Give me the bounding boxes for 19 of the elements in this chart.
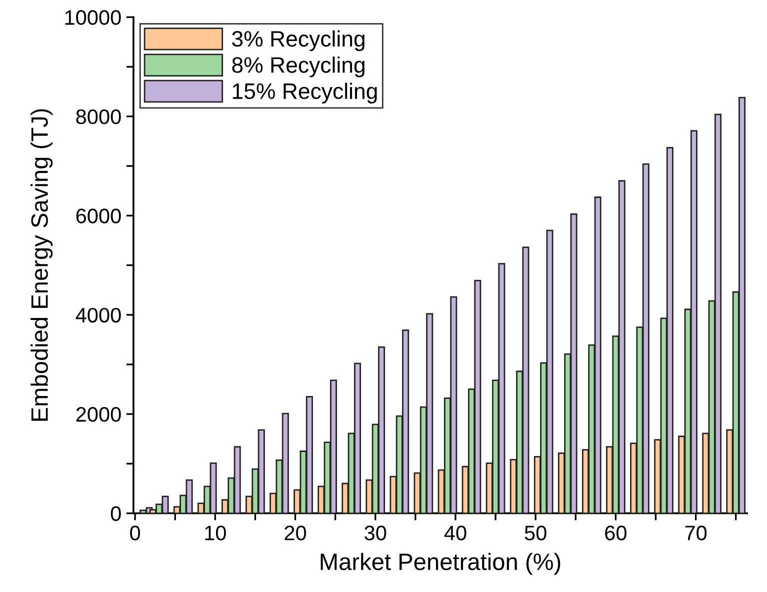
x-tick-label: 50 xyxy=(524,526,546,540)
x-tick-label: 40 xyxy=(444,526,466,540)
x-tick-label: 20 xyxy=(284,526,306,540)
x-tick-label: 10 xyxy=(205,526,226,540)
y-axis-title: Embodied Energy Saving (TJ) xyxy=(30,109,53,421)
x-tick-label: 60 xyxy=(605,526,626,540)
legend-label: 15% Recycling xyxy=(232,82,377,104)
y-tick-label: 10000 xyxy=(65,10,121,25)
y-tick-label: 8000 xyxy=(76,109,121,124)
legend-label: 3% Recycling xyxy=(232,30,364,52)
x-tick-label: 30 xyxy=(364,526,386,540)
legend-label: 8% Recycling xyxy=(232,56,364,78)
y-tick-label: 6000 xyxy=(76,208,121,224)
y-tick-label: 2000 xyxy=(76,407,121,422)
y-tick-label: 0 xyxy=(110,506,121,522)
x-tick-label: 70 xyxy=(685,526,707,540)
x-tick-label: 0 xyxy=(130,526,140,540)
x-axis-title: Market Penetration (%) xyxy=(320,552,560,575)
y-tick-label: 4000 xyxy=(76,308,121,323)
